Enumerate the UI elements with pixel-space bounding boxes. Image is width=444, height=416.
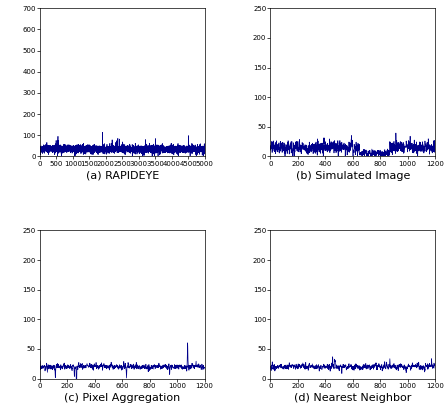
- X-axis label: (d) Nearest Neighbor: (d) Nearest Neighbor: [294, 393, 412, 403]
- X-axis label: (a) RAPIDEYE: (a) RAPIDEYE: [86, 171, 159, 181]
- X-axis label: (b) Simulated Image: (b) Simulated Image: [296, 171, 410, 181]
- X-axis label: (c) Pixel Aggregation: (c) Pixel Aggregation: [64, 393, 180, 403]
